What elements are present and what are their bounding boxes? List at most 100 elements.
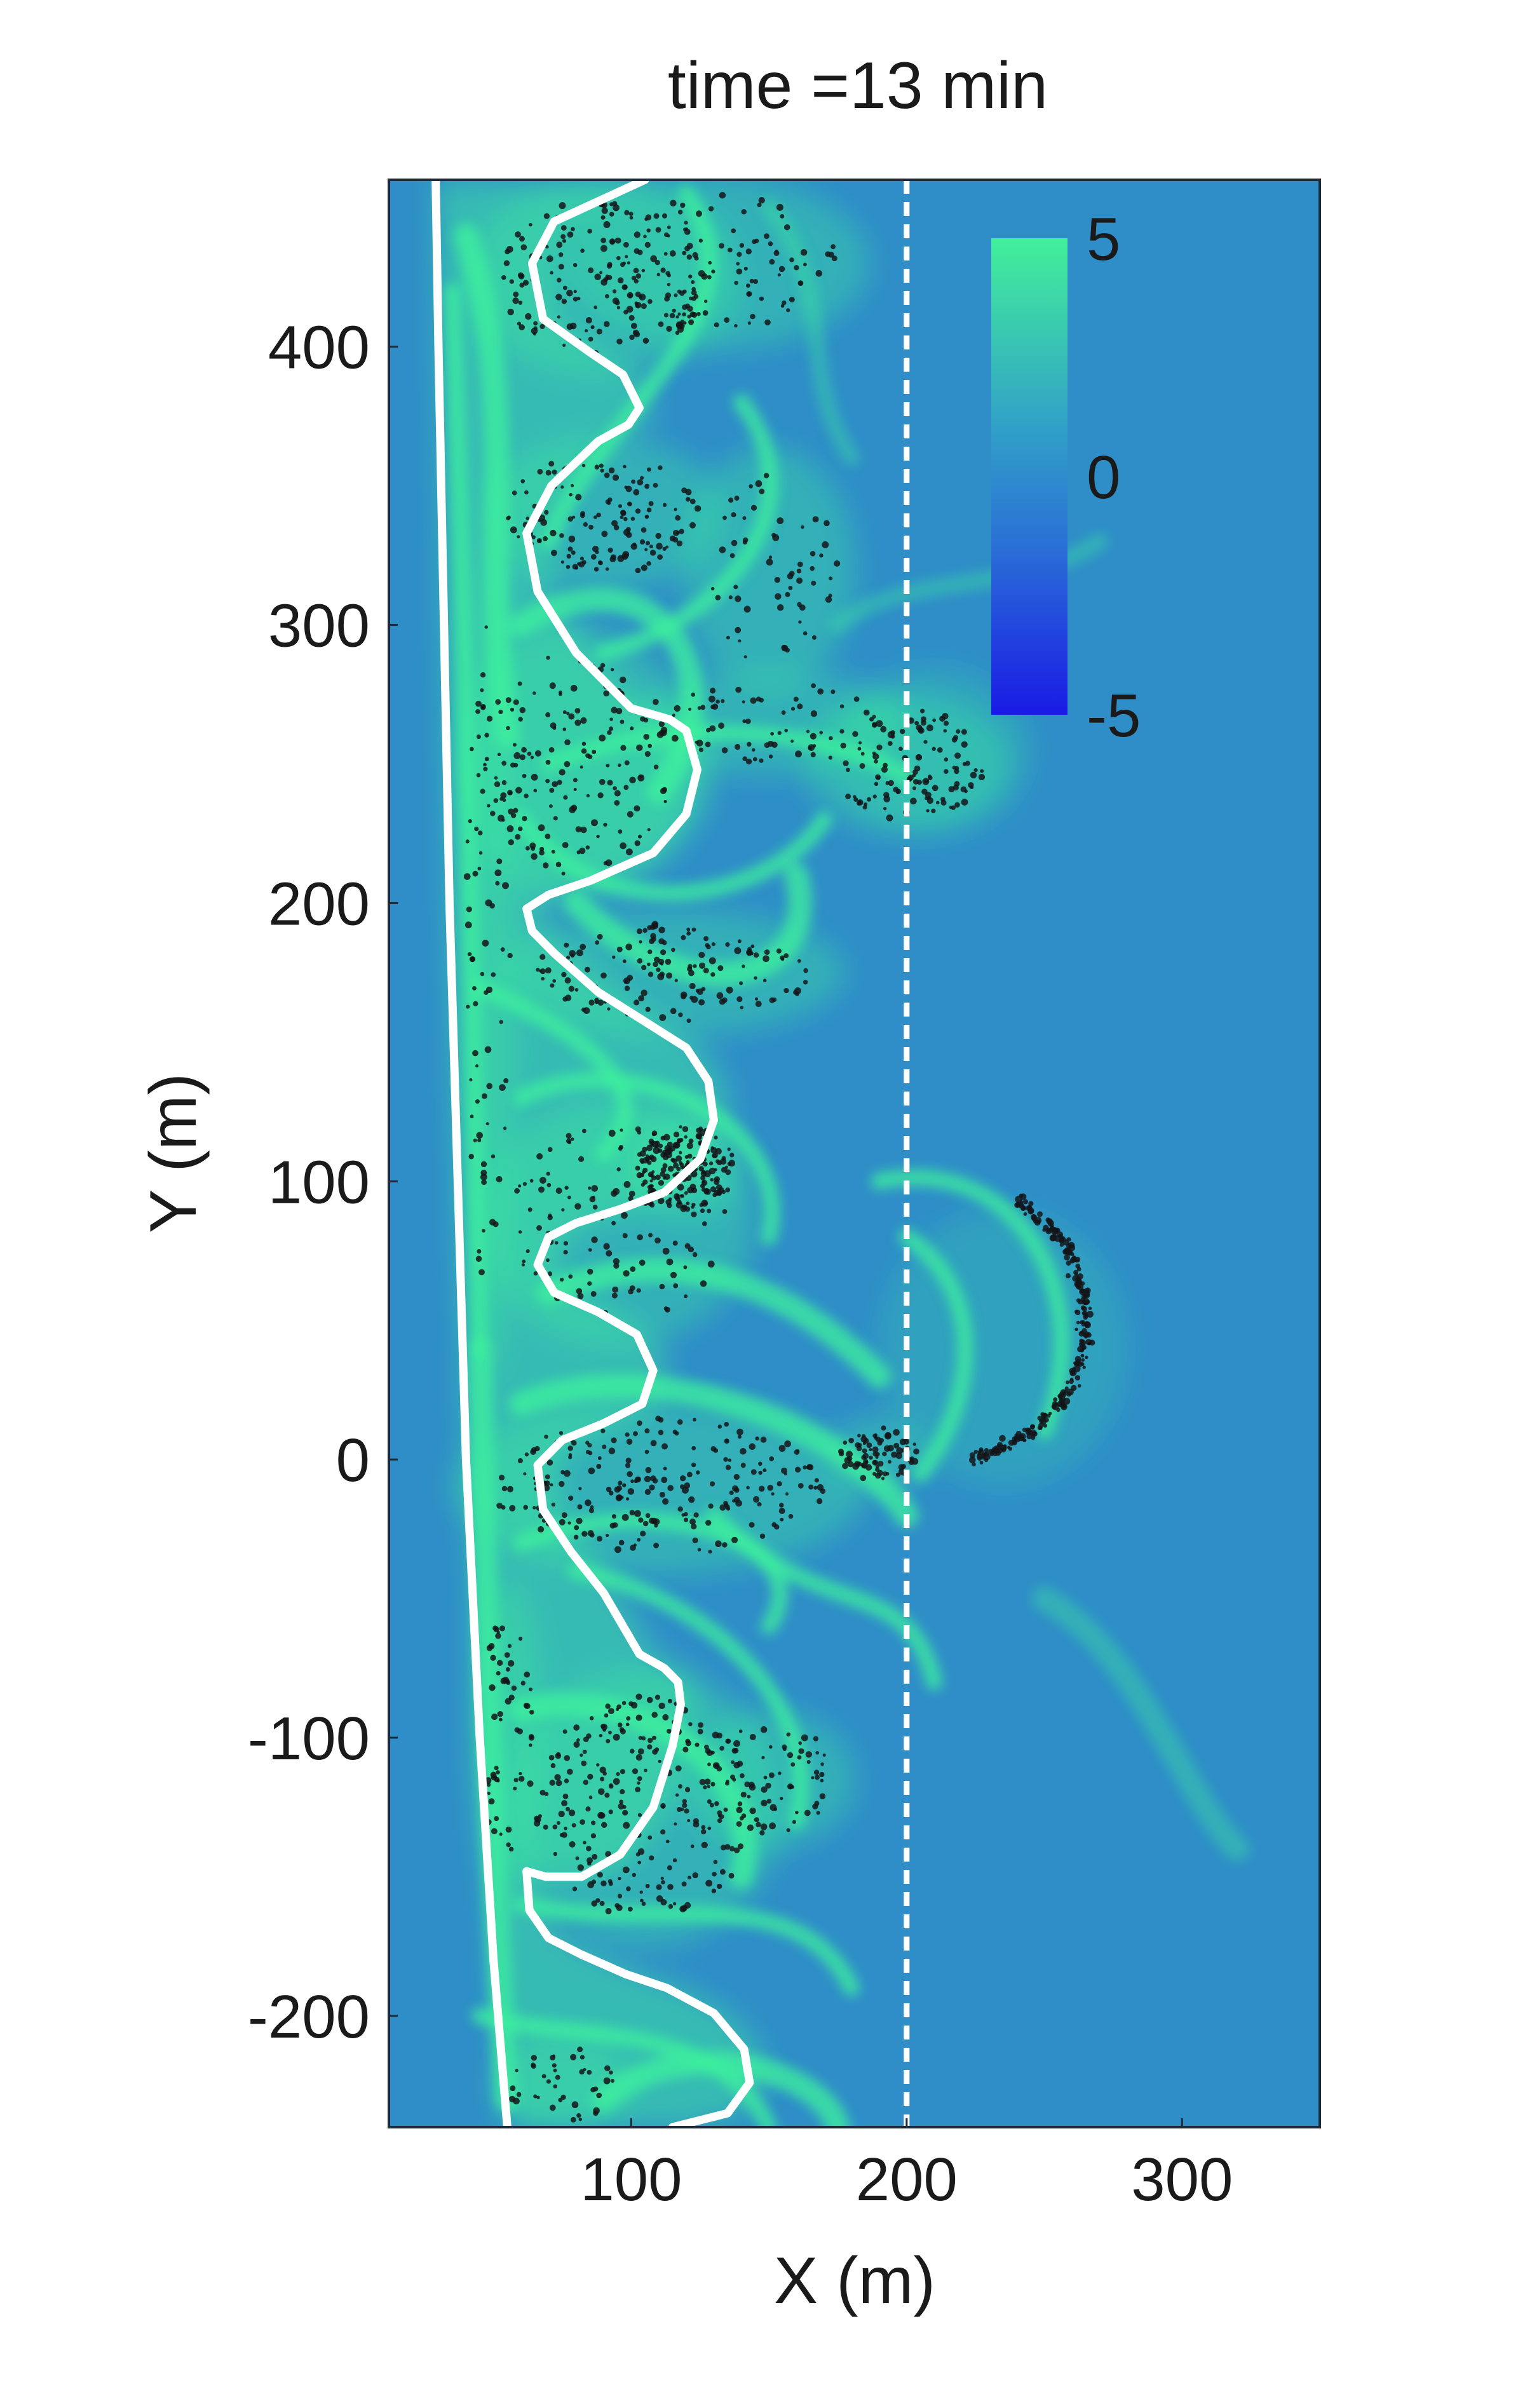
drifter-particle xyxy=(578,561,585,568)
drifter-particle xyxy=(674,508,677,511)
drifter-particle xyxy=(539,849,545,856)
drifter-particle xyxy=(564,1778,569,1783)
drifter-particle xyxy=(667,282,671,287)
drifter-particle xyxy=(490,1771,497,1778)
drifter-particle xyxy=(682,289,687,294)
drifter-particle xyxy=(565,1806,571,1811)
drifter-particle xyxy=(860,752,865,756)
drifter-particle xyxy=(674,1822,677,1826)
drifter-particle xyxy=(754,1817,759,1823)
drifter-particle xyxy=(719,243,724,249)
drifter-particle xyxy=(895,1452,902,1459)
drifter-particle xyxy=(627,811,634,818)
drifter-particle xyxy=(777,273,781,277)
drifter-particle xyxy=(618,763,621,768)
drifter-particle xyxy=(932,718,937,722)
drifter-particle xyxy=(606,1250,613,1257)
drifter-particle xyxy=(645,1157,650,1162)
drifter-particle xyxy=(925,792,932,799)
drifter-particle xyxy=(650,933,656,939)
drifter-particle xyxy=(539,1789,546,1796)
vorticity-streak xyxy=(1032,1586,1249,1862)
drifter-particle xyxy=(588,999,595,1006)
drifter-particle xyxy=(600,1776,605,1782)
drifter-particle xyxy=(547,1214,553,1221)
drifter-particle xyxy=(512,297,519,304)
drifter-particle xyxy=(644,515,649,519)
drifter-particle xyxy=(741,1813,747,1818)
drifter-particle xyxy=(689,982,696,990)
drifter-particle xyxy=(1074,1327,1078,1332)
drifter-particle xyxy=(473,1001,478,1006)
drifter-particle xyxy=(608,1881,613,1886)
drifter-particle xyxy=(635,1714,642,1721)
drifter-particle xyxy=(585,845,590,850)
drifter-particle xyxy=(805,1751,812,1758)
drifter-particle xyxy=(647,1185,652,1189)
drifter-particle xyxy=(529,1734,534,1740)
drifter-particle xyxy=(758,1485,765,1492)
x-axis-ticks: 100 200 300 xyxy=(580,2118,1233,2214)
drifter-particle xyxy=(763,233,769,240)
drifter-particle xyxy=(907,717,914,724)
drifter-particle xyxy=(593,2087,599,2092)
drifter-particle xyxy=(669,313,675,319)
drifter-particle xyxy=(722,1209,728,1214)
drifter-particle xyxy=(738,639,742,643)
drifter-particle xyxy=(1037,1211,1043,1217)
drifter-particle xyxy=(541,2074,546,2079)
drifter-particle xyxy=(820,1778,824,1783)
drifter-particle xyxy=(580,765,583,769)
drifter-particle xyxy=(635,1126,641,1132)
drifter-particle xyxy=(874,781,879,787)
vorticity-streak xyxy=(509,1692,757,1889)
drifter-particle xyxy=(677,1807,682,1812)
drifter-particle xyxy=(475,700,482,707)
drifter-particle xyxy=(846,1451,853,1458)
drifter-particle xyxy=(647,299,653,304)
drifter-particle xyxy=(694,505,702,512)
drifter-particle xyxy=(554,1774,561,1781)
drifter-particle xyxy=(483,762,487,767)
drifter-particle xyxy=(679,1125,682,1129)
drifter-particle xyxy=(714,1179,720,1186)
drifter-particle xyxy=(545,1480,550,1486)
drifter-particle xyxy=(568,1809,576,1816)
drifter-particle xyxy=(644,548,648,551)
drifter-particle xyxy=(636,928,642,935)
drifter-particle xyxy=(883,762,888,768)
drifter-particle xyxy=(640,1898,644,1903)
drifter-particle xyxy=(626,306,634,313)
drifter-particle xyxy=(532,691,536,695)
drifter-particle xyxy=(710,586,715,591)
drifter-particle xyxy=(812,1803,818,1809)
drifter-particle xyxy=(636,1288,641,1293)
drifter-particle xyxy=(555,2074,560,2080)
drifter-particle xyxy=(678,1784,682,1789)
drifter-particle xyxy=(872,715,876,719)
drifter-particle xyxy=(587,229,592,234)
drifter-particle xyxy=(639,940,642,944)
drifter-particle xyxy=(539,968,546,975)
drifter-particle xyxy=(600,972,607,979)
drifter-particle xyxy=(860,1463,866,1468)
drifter-particle xyxy=(673,1132,680,1138)
drifter-particle xyxy=(557,780,562,785)
drifter-particle xyxy=(724,1438,729,1442)
drifter-particle xyxy=(607,780,613,786)
drifter-particle xyxy=(620,719,625,724)
drifter-particle xyxy=(649,1202,655,1208)
drifter-particle xyxy=(723,1807,728,1812)
drifter-particle xyxy=(646,467,651,472)
drifter-particle xyxy=(494,1776,500,1783)
drifter-particle xyxy=(609,202,614,206)
drifter-particle xyxy=(926,724,933,731)
drifter-particle xyxy=(538,1526,545,1533)
drifter-particle xyxy=(658,1197,665,1205)
drifter-particle xyxy=(647,949,653,954)
drifter-particle xyxy=(819,731,823,734)
drifter-particle xyxy=(515,231,521,238)
drifter-particle xyxy=(747,1824,754,1831)
drifter-particle xyxy=(795,1466,801,1473)
drifter-particle xyxy=(882,1471,888,1477)
